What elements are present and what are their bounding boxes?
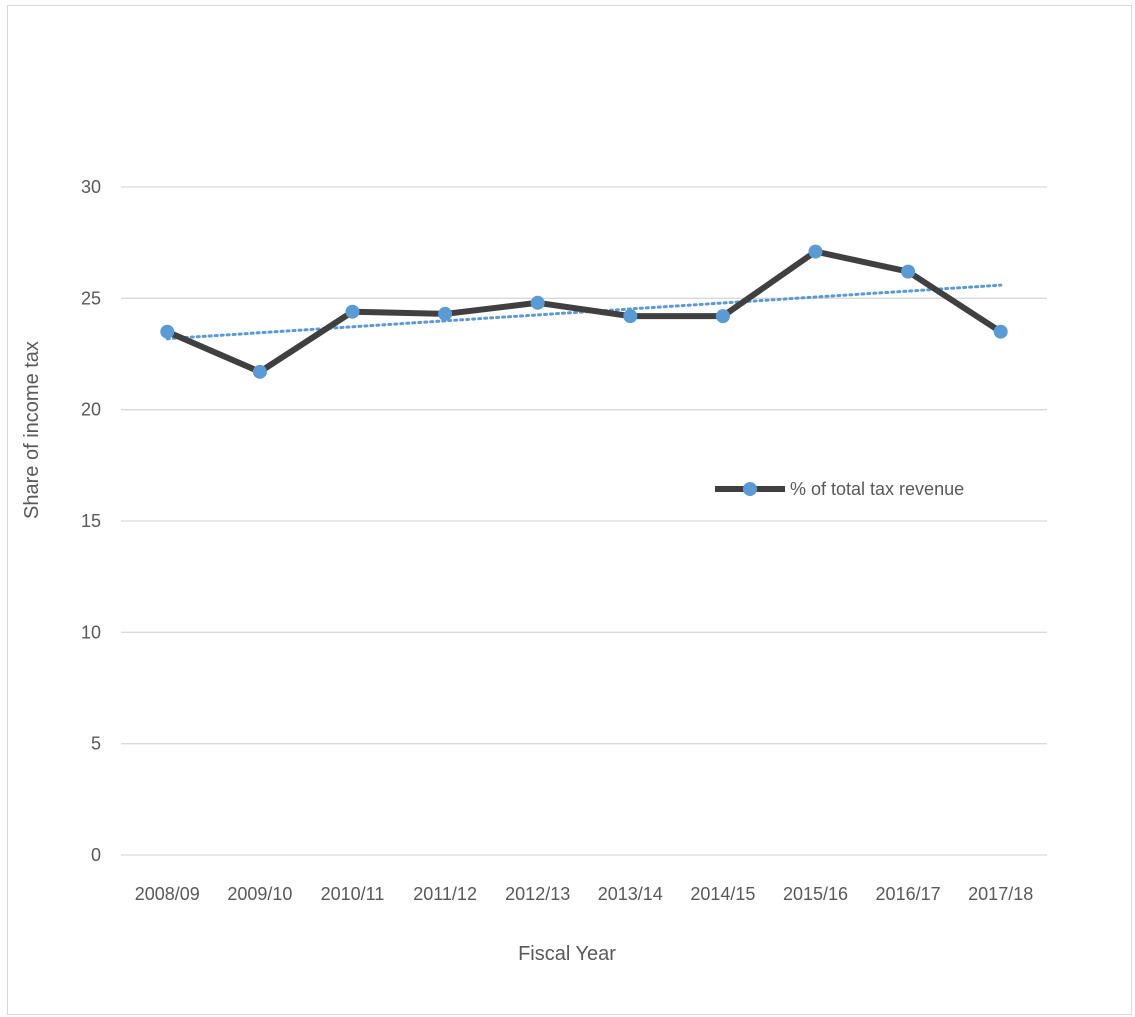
y-tick-label: 25 [81, 288, 101, 308]
legend-marker-swatch [743, 482, 757, 496]
data-point[interactable] [993, 324, 1008, 339]
x-tick-label: 2014/15 [690, 884, 755, 904]
x-tick-label: 2011/12 [413, 884, 477, 904]
x-tick-label: 2009/10 [227, 884, 292, 904]
series-line [164, 248, 1004, 375]
x-tick-label: 2016/17 [876, 884, 941, 904]
legend-label: % of total tax revenue [790, 479, 964, 499]
data-point[interactable] [438, 306, 453, 321]
series-markers [160, 244, 1008, 379]
x-axis-title: Fiscal Year [518, 943, 616, 965]
data-point[interactable] [530, 295, 545, 310]
trendline [165, 283, 1003, 341]
chart-frame [7, 5, 1132, 1015]
y-tick-label: 10 [81, 622, 101, 642]
x-tick-label: 2015/16 [783, 884, 848, 904]
x-tick-label: 2017/18 [968, 884, 1033, 904]
y-tick-label: 30 [81, 177, 101, 197]
y-axis-tick-labels: 0 5 10 15 20 25 30 [81, 177, 101, 865]
y-axis-title: Share of income tax [21, 341, 43, 519]
x-tick-label: 2013/14 [598, 884, 663, 904]
data-point[interactable] [252, 364, 267, 379]
data-point[interactable] [808, 244, 823, 259]
data-point[interactable] [715, 309, 730, 324]
x-tick-label: 2008/09 [135, 884, 200, 904]
y-tick-label: 5 [91, 734, 101, 754]
data-point[interactable] [623, 309, 638, 324]
data-point[interactable] [901, 264, 916, 279]
x-tick-label: 2010/11 [321, 884, 385, 904]
data-point[interactable] [345, 304, 360, 319]
x-axis-tick-labels: 2008/09 2009/10 2010/11 2011/12 2012/13 2013/… [135, 884, 1033, 904]
x-tick-label: 2012/13 [505, 884, 570, 904]
y-tick-label: 20 [81, 400, 101, 420]
gridlines [121, 186, 1047, 856]
legend[interactable]: % of total tax revenue [715, 479, 964, 499]
y-tick-label: 0 [91, 845, 101, 865]
data-point[interactable] [160, 324, 175, 339]
y-tick-label: 15 [81, 511, 101, 531]
